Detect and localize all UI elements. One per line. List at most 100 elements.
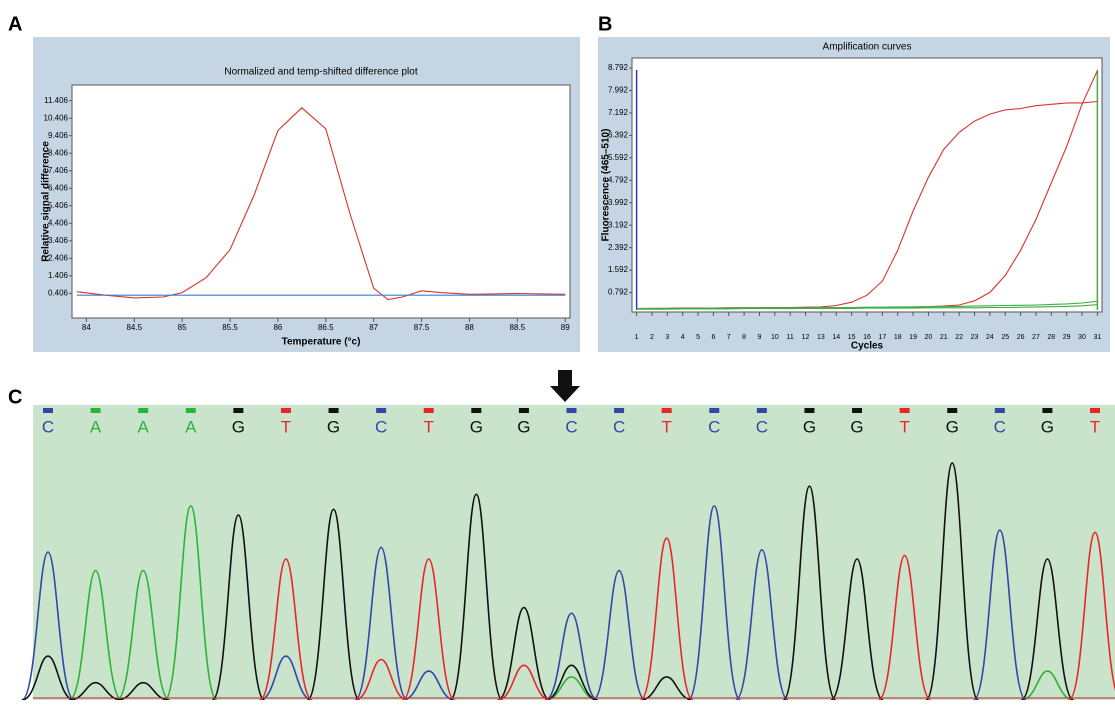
peak bbox=[402, 670, 456, 701]
base-call: A bbox=[185, 417, 197, 436]
x-tick-label: 14 bbox=[832, 334, 840, 341]
base-call: C bbox=[994, 417, 1006, 436]
base-call: G bbox=[850, 417, 863, 436]
x-tick-label: 7 bbox=[727, 334, 731, 341]
plot-area bbox=[631, 57, 1103, 313]
x-tick-label: 87.5 bbox=[414, 323, 430, 332]
y-tick-label: 7.192 bbox=[608, 108, 629, 117]
x-tick-label: 84 bbox=[82, 323, 91, 332]
base-call: T bbox=[1090, 417, 1100, 436]
base-bar bbox=[661, 408, 672, 413]
y-tick-label: 0.792 bbox=[608, 288, 629, 297]
x-tick-label: 85 bbox=[178, 323, 187, 332]
peak bbox=[1021, 670, 1074, 701]
x-tick-label: 2 bbox=[650, 334, 654, 341]
base-bar bbox=[233, 408, 244, 413]
peak bbox=[545, 664, 598, 701]
peak bbox=[497, 664, 551, 701]
peak bbox=[497, 606, 551, 701]
base-call: G bbox=[470, 417, 483, 436]
peak bbox=[972, 529, 1027, 701]
peak bbox=[877, 554, 932, 701]
y-tick-label: 8.792 bbox=[608, 63, 629, 72]
peak bbox=[1068, 531, 1115, 701]
y-tick-label: 5.592 bbox=[608, 153, 629, 162]
plot-area bbox=[71, 84, 571, 319]
x-tick-label: 6 bbox=[711, 334, 715, 341]
base-call: T bbox=[424, 417, 434, 436]
peak bbox=[1020, 558, 1075, 701]
peak bbox=[259, 655, 313, 701]
peak bbox=[21, 551, 75, 701]
x-tick-label: 16 bbox=[863, 334, 871, 341]
base-bar bbox=[43, 408, 53, 413]
base-bar bbox=[423, 408, 434, 413]
peak bbox=[735, 548, 789, 701]
data-line bbox=[76, 107, 566, 301]
base-bar bbox=[138, 408, 149, 413]
x-tick-label: 85.5 bbox=[222, 323, 238, 332]
base-bar bbox=[756, 408, 767, 413]
base-call: C bbox=[42, 417, 54, 436]
x-tick-label: 86.5 bbox=[318, 323, 334, 332]
peak bbox=[163, 505, 218, 701]
base-bar bbox=[994, 408, 1005, 413]
peak bbox=[401, 558, 456, 701]
x-tick-label: 1 bbox=[635, 334, 639, 341]
y-tick-label: 0.406 bbox=[48, 288, 69, 297]
peak bbox=[211, 514, 266, 701]
x-tick-label: 20 bbox=[925, 334, 933, 341]
x-tick-label: 22 bbox=[955, 334, 963, 341]
base-call: G bbox=[946, 417, 959, 436]
x-tick-label: 4 bbox=[681, 334, 685, 341]
y-tick-label: 4.406 bbox=[48, 218, 69, 227]
base-bar bbox=[804, 408, 815, 413]
base-bar bbox=[852, 408, 863, 413]
panel-letter: B bbox=[598, 13, 612, 35]
arrow bbox=[550, 370, 580, 402]
base-call: G bbox=[803, 417, 816, 436]
y-tick-label: 10.406 bbox=[44, 113, 69, 122]
peak bbox=[639, 537, 694, 701]
base-call: T bbox=[281, 417, 291, 436]
x-tick-label: 12 bbox=[802, 334, 810, 341]
peak bbox=[306, 508, 361, 701]
peak bbox=[354, 658, 408, 701]
base-call: A bbox=[138, 417, 150, 436]
x-tick-label: 3 bbox=[665, 334, 669, 341]
x-axis-label: Cycles bbox=[851, 341, 884, 352]
data-line bbox=[636, 300, 1098, 310]
y-tick-label: 6.392 bbox=[608, 131, 629, 140]
y-tick-label: 3.192 bbox=[608, 220, 629, 229]
base-call: A bbox=[90, 417, 102, 436]
base-bar bbox=[471, 408, 482, 413]
base-bar bbox=[376, 408, 387, 413]
x-axis-label: Temperature (°c) bbox=[282, 337, 361, 348]
y-tick-label: 2.406 bbox=[48, 253, 69, 262]
base-call: G bbox=[327, 417, 340, 436]
peak bbox=[782, 485, 837, 701]
peak bbox=[116, 569, 170, 701]
y-tick-label: 8.406 bbox=[48, 148, 69, 157]
base-bar bbox=[328, 408, 339, 413]
x-tick-label: 88 bbox=[465, 323, 474, 332]
peak bbox=[640, 676, 693, 701]
y-tick-label: 4.792 bbox=[608, 175, 629, 184]
x-tick-label: 8 bbox=[742, 334, 746, 341]
y-tick-label: 9.406 bbox=[48, 131, 69, 140]
chart-title: Normalized and temp-shifted difference p… bbox=[224, 67, 417, 78]
x-tick-label: 87 bbox=[369, 323, 378, 332]
y-axis-label: Fluorescence (465–510) bbox=[601, 129, 612, 242]
base-bar bbox=[1090, 408, 1100, 413]
base-bar bbox=[899, 408, 910, 413]
peak bbox=[687, 505, 742, 701]
y-tick-label: 2.392 bbox=[608, 243, 629, 252]
peak bbox=[545, 676, 598, 701]
base-call: T bbox=[899, 417, 909, 436]
x-tick-label: 29 bbox=[1063, 334, 1071, 341]
base-bar bbox=[280, 408, 291, 413]
base-bar bbox=[185, 408, 196, 413]
x-tick-label: 27 bbox=[1032, 334, 1040, 341]
